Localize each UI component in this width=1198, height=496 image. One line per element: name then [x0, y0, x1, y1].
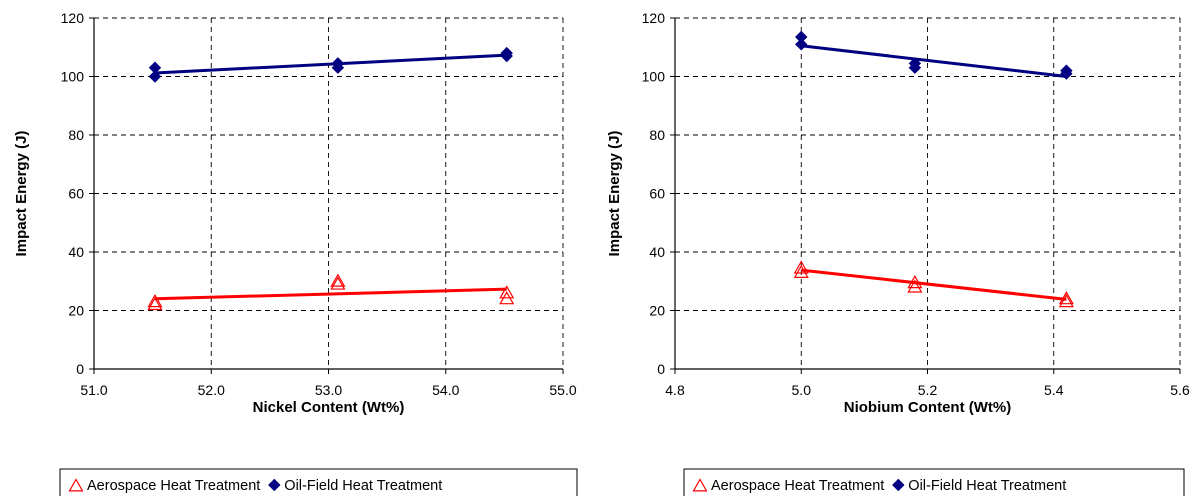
y-axis-title: Impact Energy (J) — [606, 131, 623, 257]
aerospace-point — [330, 273, 346, 287]
y-tick-label: 20 — [649, 303, 665, 319]
aerospace-trendline — [154, 287, 507, 301]
oilfield-point — [148, 70, 162, 83]
oilfield-series — [795, 30, 1073, 80]
aerospace-point — [1058, 294, 1074, 308]
x-tick-label: 5.2 — [918, 382, 938, 398]
x-axis-title: Nickel Content (Wt%) — [253, 399, 405, 416]
x-tick-label: 53.0 — [315, 382, 342, 398]
x-tick-label: 55.0 — [549, 382, 576, 398]
y-tick-label: 40 — [68, 244, 84, 260]
x-tick-label: 54.0 — [432, 382, 459, 398]
oilfield-point — [331, 57, 345, 70]
oilfield-series — [148, 46, 513, 83]
y-tick-label: 60 — [68, 186, 84, 202]
legend-oilfield-label: Oil-Field Heat Treatment — [908, 478, 1066, 494]
x-tick-label: 52.0 — [198, 382, 225, 398]
aerospace-point — [1058, 291, 1074, 305]
aerospace-series — [147, 273, 515, 311]
y-tick-label: 0 — [76, 361, 84, 377]
aerospace-trendline — [801, 268, 1067, 301]
y-tick-label: 120 — [642, 10, 666, 26]
niobium-impact-chart: 0 20 40 60 80 100 120 4.8 5.0 5.2 5.4 5.6 Niobium Co… — [606, 10, 1190, 496]
x-tick-label: 51.0 — [80, 382, 107, 398]
legend-aerospace-marker — [692, 478, 708, 492]
aerospace-point — [907, 275, 923, 289]
nickel-impact-chart: 0 20 40 60 80 100 120 51.0 52.0 53.0 54.0 55.0 Nicke… — [13, 10, 578, 496]
x-axis-title: Niobium Content (Wt%) — [844, 399, 1011, 416]
oilfield-trendline — [154, 53, 507, 75]
y-tick-label: 100 — [642, 69, 666, 85]
x-tick-label: 5.4 — [1044, 382, 1064, 398]
y-tick-label: 80 — [649, 127, 665, 143]
x-tick-label: 5.0 — [792, 382, 812, 398]
oilfield-point — [148, 61, 162, 74]
legend: Aerospace Heat Treatment Oil-Field Heat T… — [59, 468, 578, 496]
oilfield-point — [908, 57, 922, 70]
y-tick-label: 120 — [61, 10, 85, 26]
legend-oilfield-label: Oil-Field Heat Treatment — [284, 478, 442, 494]
oilfield-point — [1060, 64, 1073, 77]
x-tick-label: 4.8 — [665, 382, 685, 398]
aerospace-point — [907, 279, 923, 293]
aerospace-point — [793, 264, 809, 278]
aerospace-point — [330, 276, 346, 290]
legend: Aerospace Heat Treatment Oil-Field Heat T… — [683, 468, 1185, 496]
gridlines — [675, 17, 1181, 369]
legend-aerospace-label: Aerospace Heat Treatment — [87, 478, 260, 494]
y-tick-label: 100 — [61, 69, 85, 85]
legend-aerospace-label: Aerospace Heat Treatment — [711, 478, 884, 494]
aerospace-point — [793, 260, 809, 274]
legend-oilfield-marker — [892, 478, 905, 492]
x-tick-label: 5.6 — [1170, 382, 1190, 398]
gridlines — [94, 17, 564, 369]
y-tick-label: 60 — [649, 186, 665, 202]
y-tick-label: 40 — [649, 244, 665, 260]
y-tick-label: 80 — [68, 127, 84, 143]
oilfield-trendline — [801, 44, 1067, 78]
y-axis-title: Impact Energy (J) — [13, 131, 30, 257]
legend-box — [59, 468, 578, 496]
oilfield-point — [795, 38, 808, 51]
legend-oilfield-marker — [268, 478, 281, 492]
legend-aerospace-marker — [68, 478, 84, 492]
y-tick-label: 20 — [68, 303, 84, 319]
oilfield-point — [500, 46, 513, 60]
legend-box — [683, 468, 1185, 496]
y-tick-label: 0 — [657, 361, 665, 377]
aerospace-series — [793, 260, 1074, 308]
aerospace-point — [147, 294, 163, 308]
aerospace-point — [147, 296, 163, 311]
aerospace-point — [499, 285, 515, 299]
oilfield-point — [795, 30, 808, 44]
